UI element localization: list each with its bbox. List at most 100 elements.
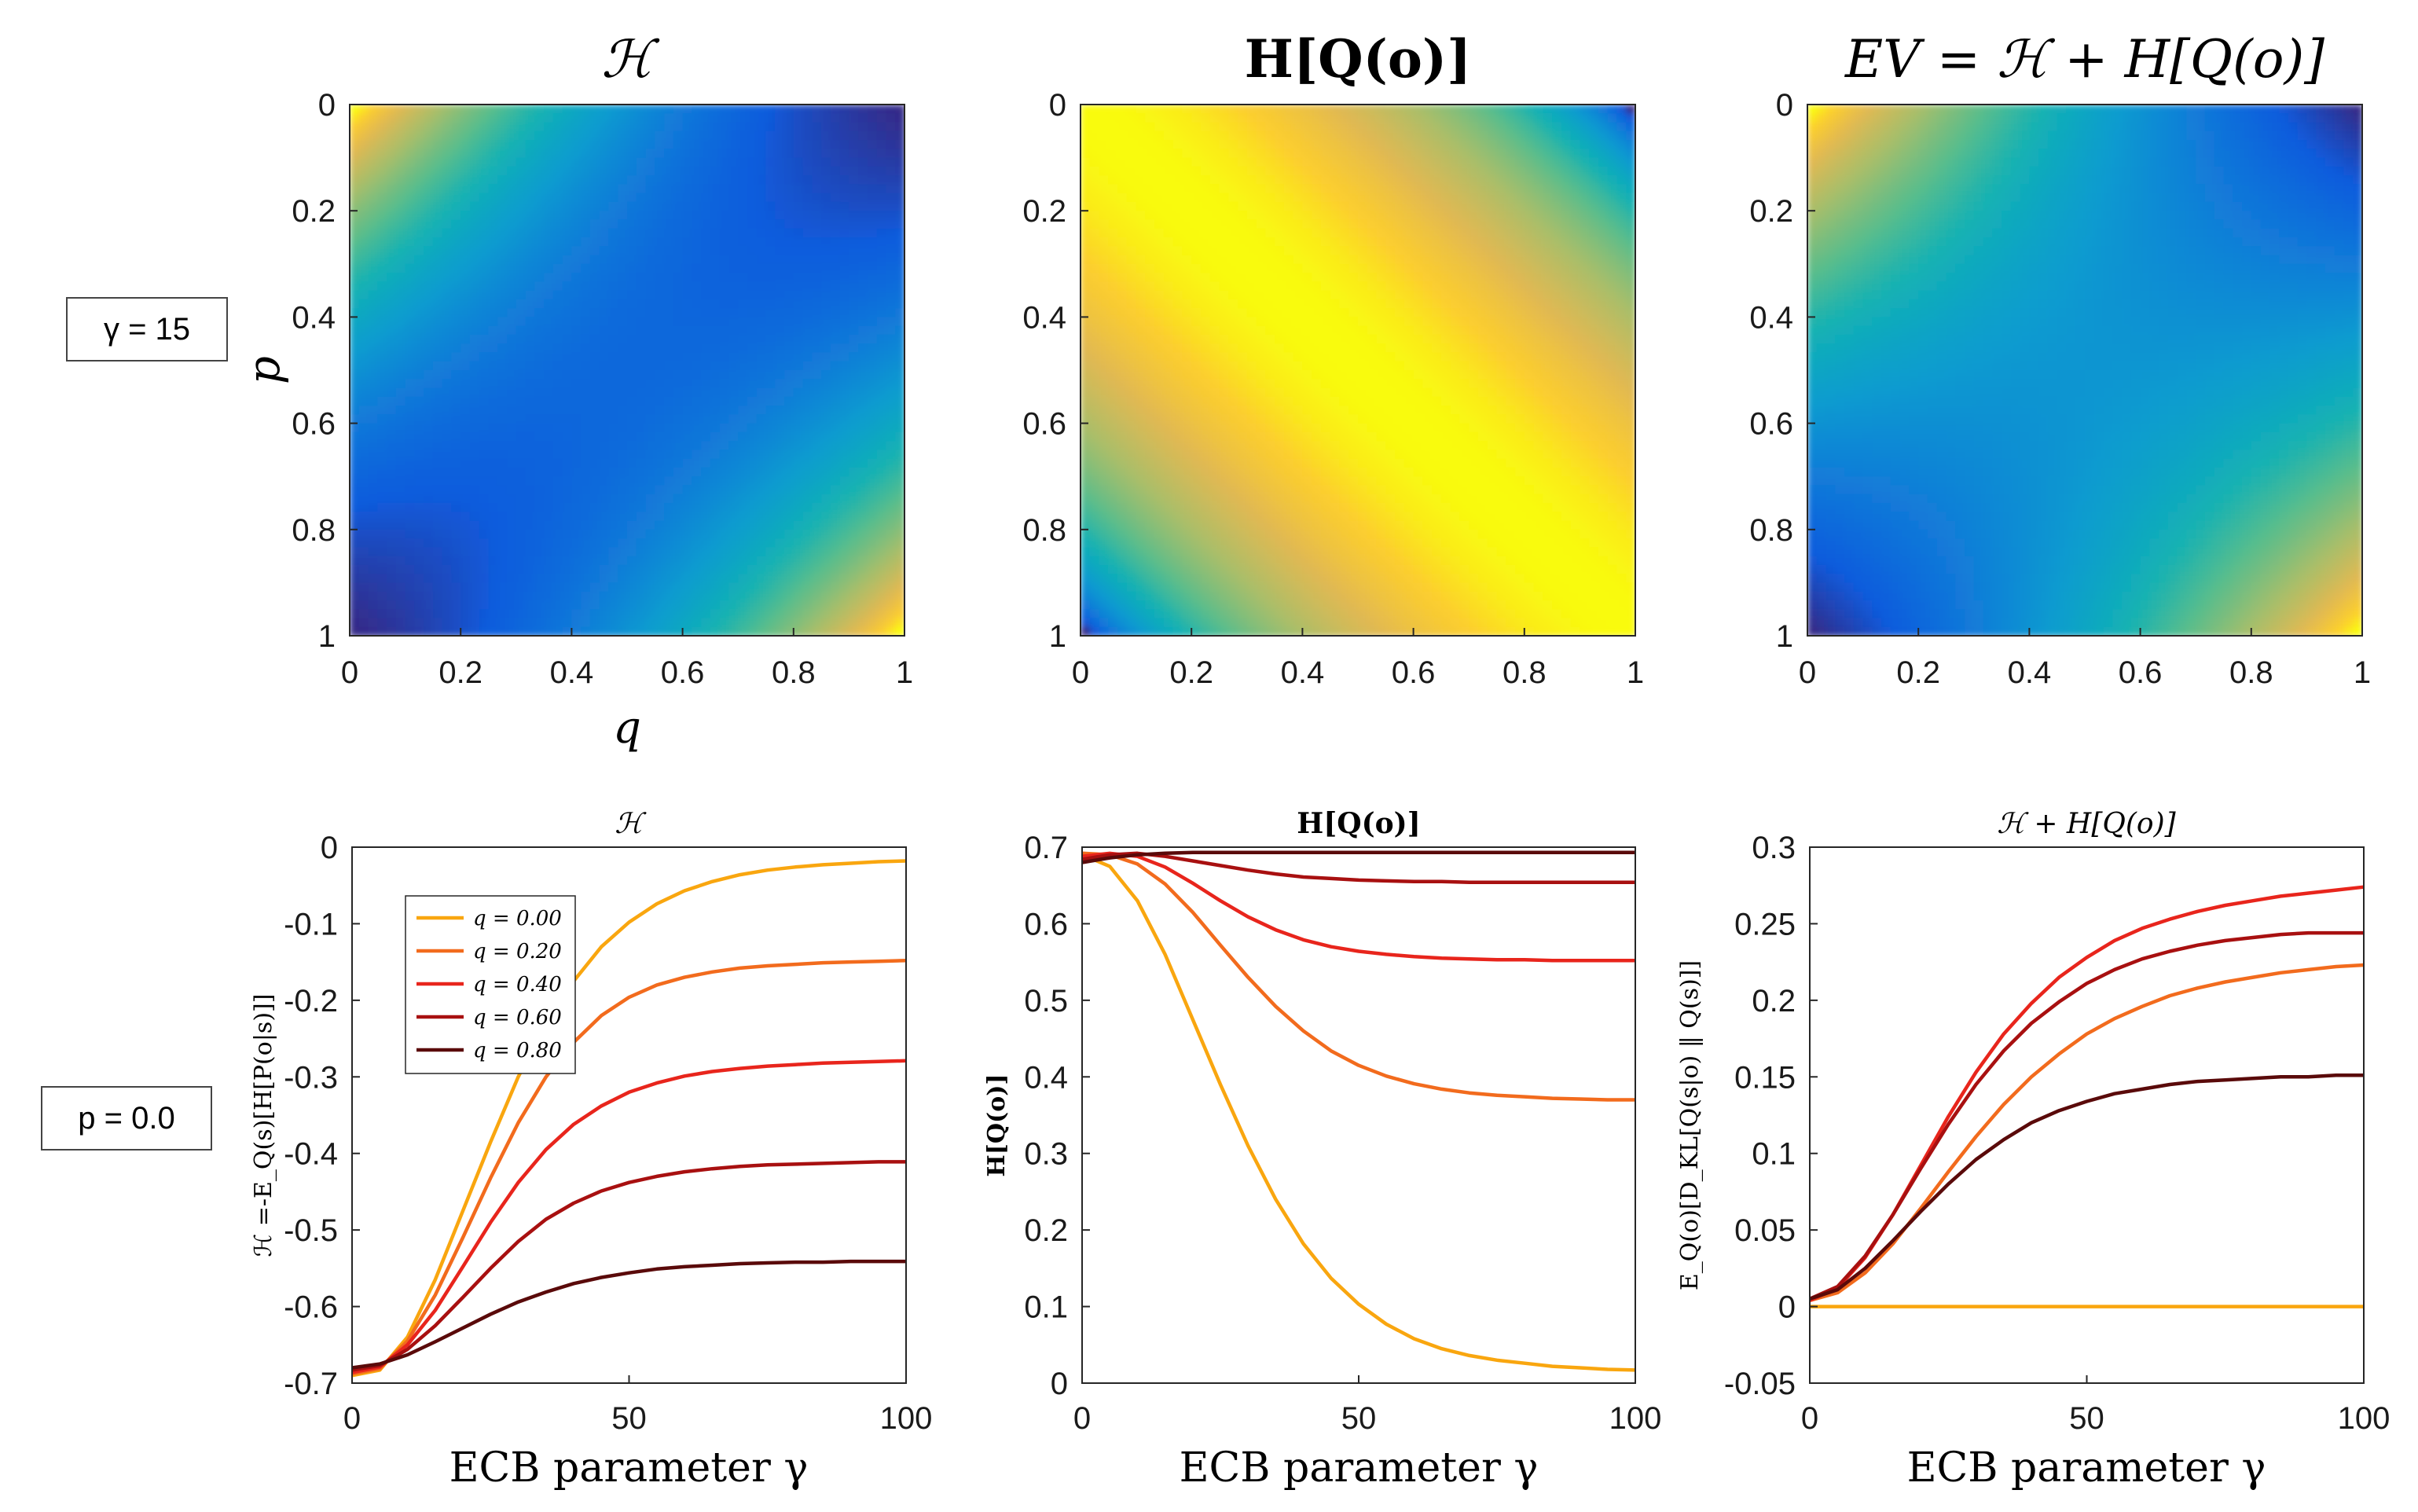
heatmap-cell [655, 343, 665, 353]
heatmap-cell [396, 574, 406, 583]
heatmap-cell [831, 565, 841, 574]
heatmap-cell [775, 397, 785, 406]
heatmap-cell [877, 123, 887, 132]
heatmap-cell [1451, 229, 1461, 238]
heatmap-cell [683, 149, 693, 158]
heatmap-cell [460, 565, 471, 574]
heatmap-cell [738, 503, 748, 512]
heatmap-cell [451, 414, 461, 424]
heatmap-cell [664, 308, 674, 317]
heatmap-cell [812, 352, 822, 361]
heatmap-cell [507, 547, 517, 556]
heatmap-cell [544, 158, 554, 167]
heatmap-cell [1321, 255, 1331, 265]
heatmap-cell [692, 158, 702, 167]
heatmap-cell [369, 202, 379, 211]
heatmap-cell [526, 565, 536, 574]
heatmap-cell [1543, 229, 1553, 238]
heatmap-cell [553, 175, 563, 185]
heatmap-cell [747, 335, 758, 344]
heatmap-cell [571, 273, 582, 282]
heatmap-cell [673, 547, 684, 556]
heatmap-cell [396, 592, 406, 601]
heatmap-cell [1265, 219, 1275, 229]
heatmap-cell [1265, 167, 1275, 176]
heatmap-cell [1191, 113, 1202, 123]
heatmap-cell [868, 308, 878, 317]
heatmap-cell [1210, 184, 1220, 193]
heatmap-cell [1395, 219, 1405, 229]
heatmap-cell [544, 397, 554, 406]
heatmap-cell [350, 335, 360, 344]
heatmap-cell [489, 273, 499, 282]
heatmap-cell [396, 352, 406, 361]
heatmap-cell [396, 317, 406, 326]
heatmap-cell [1422, 193, 1433, 203]
heatmap-cell [646, 441, 656, 450]
heatmap-cell [442, 476, 453, 486]
heatmap-cell [683, 264, 693, 273]
heatmap-cell [655, 291, 665, 300]
heatmap-cell [470, 530, 480, 539]
heatmap-cell [1339, 273, 1349, 282]
heatmap-cell [489, 184, 499, 193]
heatmap-cell [1441, 264, 1451, 273]
heatmap-cell [387, 105, 397, 114]
heatmap-cell [1191, 193, 1202, 203]
heatmap-cell [1293, 291, 1304, 300]
heatmap-cell [424, 397, 434, 406]
heatmap-cell [1414, 113, 1424, 123]
heatmap-cell [821, 140, 831, 149]
heatmap-cell [646, 609, 656, 618]
heatmap-cell [507, 281, 517, 291]
heatmap-cell [433, 158, 443, 167]
heatmap-cell [886, 291, 896, 300]
heatmap-cell [563, 556, 573, 566]
heatmap-cell [507, 335, 517, 344]
heatmap-cell [673, 432, 684, 442]
heatmap-cell [673, 503, 684, 512]
heatmap-cell [1497, 202, 1507, 211]
heatmap-cell [877, 326, 887, 336]
heatmap-cell [728, 131, 739, 141]
heatmap-cell [1302, 281, 1312, 291]
heatmap-cell [1552, 291, 1562, 300]
heatmap-cell [516, 565, 527, 574]
heatmap-cell [377, 158, 387, 167]
heatmap-cell [1090, 175, 1100, 185]
heatmap-cell [1257, 237, 1267, 247]
heatmap-cell [710, 485, 721, 494]
heatmap-cell [489, 565, 499, 574]
heatmap-cell [868, 468, 878, 477]
heatmap-cell [608, 317, 618, 326]
heatmap-cell [766, 105, 776, 114]
heatmap-cell [359, 131, 369, 141]
heatmap-cell [1422, 229, 1433, 238]
heatmap-cell [369, 237, 379, 247]
heatmap-cell [664, 397, 674, 406]
heatmap-cell [516, 397, 527, 406]
heatmap-cell [1228, 158, 1238, 167]
heatmap-cell [534, 140, 545, 149]
heatmap-cell [868, 450, 878, 459]
heatmap-cell [1432, 211, 1442, 220]
heatmap-cell [1441, 255, 1451, 265]
heatmap-cell [1432, 123, 1442, 132]
heatmap-cell [766, 432, 776, 442]
heatmap-cell [1081, 140, 1091, 149]
heatmap-cell [1321, 281, 1331, 291]
heatmap-cell [424, 229, 434, 238]
heatmap-cell [784, 264, 794, 273]
heatmap-cell [886, 441, 896, 450]
heatmap-cell [701, 468, 711, 477]
heatmap-cell [1561, 158, 1572, 167]
heatmap-cell [497, 299, 508, 309]
heatmap-cell [683, 485, 693, 494]
heatmap-cell [369, 459, 379, 468]
heatmap-cell [1377, 149, 1387, 158]
heatmap-cell [526, 468, 536, 477]
heatmap-cell [1339, 202, 1349, 211]
heatmap-cell [627, 565, 637, 574]
heatmap-cell [460, 229, 471, 238]
heatmap-cell [673, 609, 684, 618]
